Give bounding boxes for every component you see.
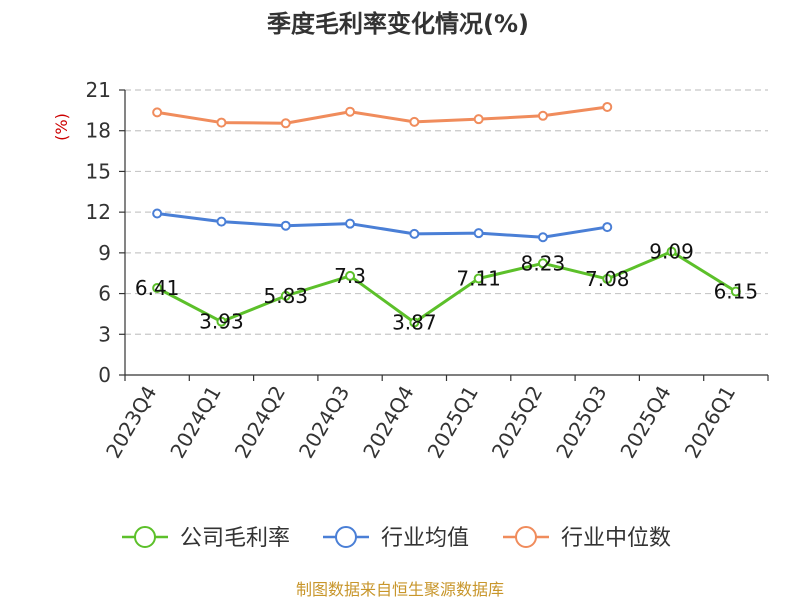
source-note: 制图数据来自恒生聚源数据库 <box>296 580 504 599</box>
legend-label: 公司毛利率 <box>180 526 290 551</box>
series-point <box>537 232 548 243</box>
series-point <box>216 117 227 128</box>
series-point <box>409 116 420 127</box>
y-tick-label: 15 <box>86 159 111 183</box>
axes: 0 3 6 9 12 15 18 21 2023Q4 2024Q1 2024Q2 2024Q3 2024… <box>86 78 769 463</box>
y-tick-label: 9 <box>98 241 111 265</box>
legend-marker <box>515 526 537 548</box>
x-tick-label: 2024Q4 <box>358 382 418 463</box>
legend-label: 行业均值 <box>381 526 469 551</box>
series-point <box>602 222 613 233</box>
data-label: 7.11 <box>456 267 501 291</box>
series-line <box>156 105 608 125</box>
series-point <box>345 106 356 117</box>
data-label: 9.09 <box>649 240 694 264</box>
series-point <box>280 220 291 231</box>
series-point <box>280 290 291 301</box>
legend-label: 行业中位数 <box>561 526 671 551</box>
series-line <box>156 250 737 324</box>
chart-title: 季度毛利率变化情况(%) <box>267 10 529 38</box>
x-tick-label: 2024Q1 <box>165 382 225 463</box>
x-tick-label: 2024Q3 <box>294 382 354 463</box>
data-label: 7.08 <box>585 267 630 291</box>
series-point <box>216 316 227 327</box>
data-label: 6.41 <box>135 276 180 300</box>
series-point <box>602 273 613 284</box>
y-tick-label: 12 <box>86 200 111 224</box>
series-point <box>537 258 548 269</box>
series-point <box>216 216 227 227</box>
y-tick-label: 21 <box>86 78 111 102</box>
x-tick-label: 2025Q3 <box>551 382 611 463</box>
x-tick-label: 2024Q2 <box>230 382 290 463</box>
x-tick-label: 2026Q1 <box>680 382 740 463</box>
data-label: 5.83 <box>263 284 308 308</box>
data-label: 8.23 <box>521 251 566 275</box>
data-labels: 6.41 3.93 5.83 7.3 3.87 7.11 8.23 7.08 9.09 6.15 <box>135 240 758 335</box>
series-point <box>280 118 291 129</box>
legend-marker <box>335 526 357 548</box>
series-point <box>152 208 163 219</box>
y-tick-label: 6 <box>98 282 111 306</box>
y-tick-label: 18 <box>86 119 111 143</box>
series-line <box>156 212 608 239</box>
series-point <box>666 246 677 257</box>
series-point <box>473 114 484 125</box>
data-label: 3.87 <box>392 310 437 334</box>
x-tick-label: 2025Q1 <box>423 382 483 463</box>
data-label: 7.3 <box>334 264 366 288</box>
legend: 公司毛利率 行业均值 行业中位数 <box>122 526 671 551</box>
series-point <box>537 110 548 121</box>
x-tick-label: 2025Q2 <box>487 382 547 463</box>
series-point <box>473 273 484 284</box>
grid-lines <box>125 89 768 335</box>
x-tick-label: 2023Q4 <box>101 382 161 463</box>
legend-marker <box>134 526 156 548</box>
y-tick-label: 3 <box>98 322 111 346</box>
x-tick-label: 2025Q4 <box>615 382 675 463</box>
data-label: 6.15 <box>714 280 759 304</box>
series-point <box>409 317 420 328</box>
series-lines <box>152 101 741 328</box>
data-label: 3.93 <box>199 310 244 334</box>
series-point <box>409 228 420 239</box>
series-point <box>473 228 484 239</box>
series-point <box>152 107 163 118</box>
series-point <box>730 286 741 297</box>
series-point <box>602 101 613 112</box>
series-point <box>345 270 356 281</box>
y-axis-label: (%) <box>52 113 71 141</box>
y-tick-label: 0 <box>98 363 111 387</box>
series-point <box>152 283 163 294</box>
series-point <box>345 218 356 229</box>
